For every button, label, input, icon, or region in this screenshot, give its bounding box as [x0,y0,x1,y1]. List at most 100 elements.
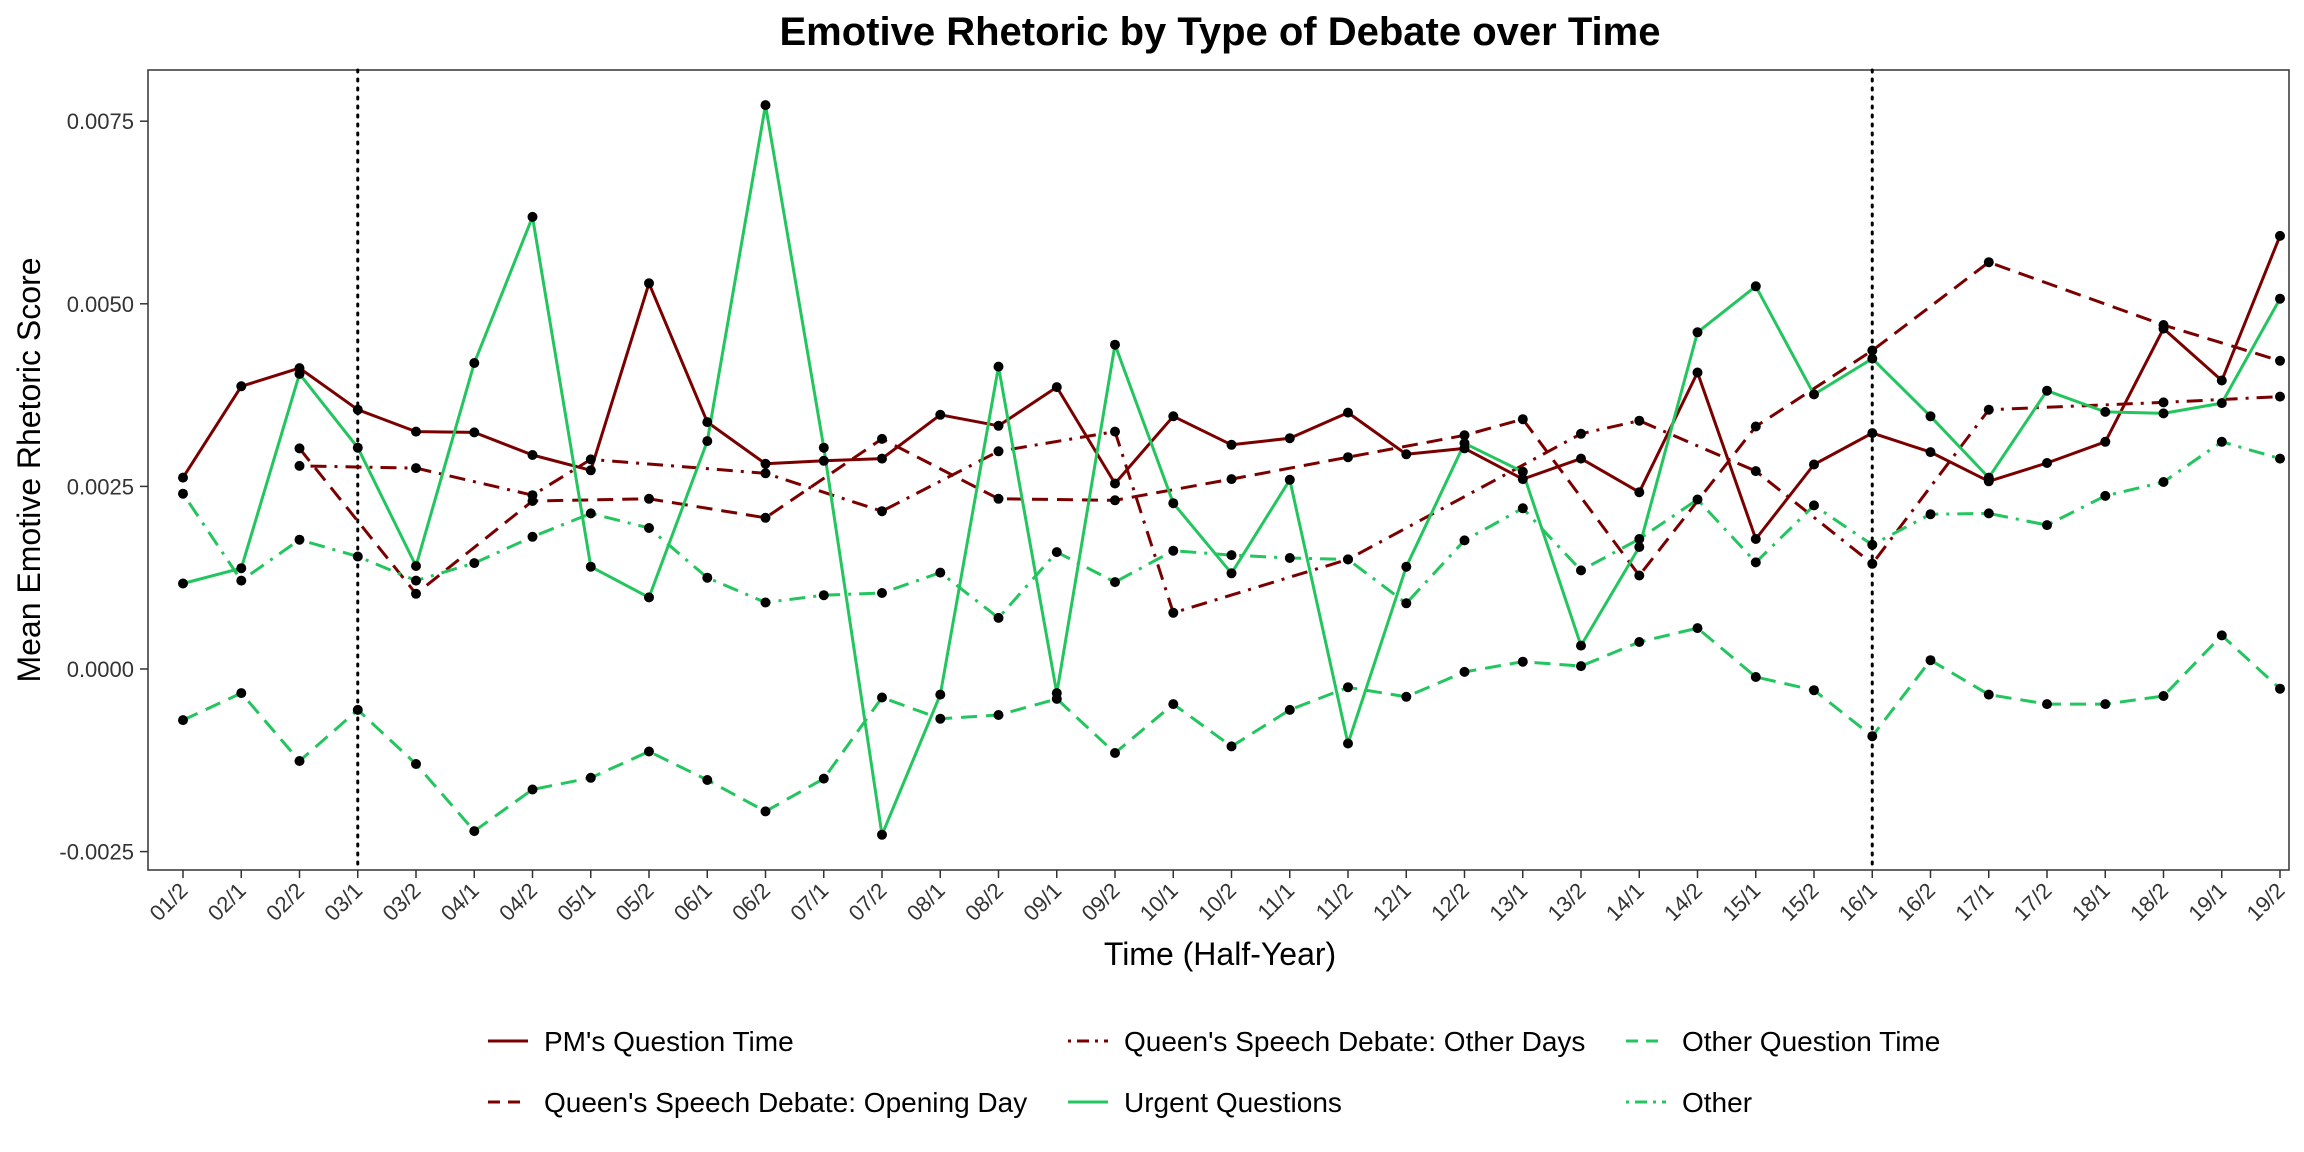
data-point [1401,449,1412,460]
x-tick-label: 16/2 [1892,878,1940,926]
data-point [1750,421,1761,432]
legend-label: Queen's Speech Debate: Other Days [1124,1026,1585,1057]
data-point [1284,433,1295,444]
x-tick-label: 14/2 [1659,878,1707,926]
data-point [1576,661,1586,672]
x-tick-label: 10/1 [1135,878,1183,926]
x-tick-label: 19/1 [2183,878,2231,926]
data-point [469,427,480,438]
data-point [1867,353,1878,364]
x-tick-label: 09/1 [1018,878,1066,926]
series-group [299,395,2281,615]
data-point [1343,682,1353,693]
data-point [644,523,654,533]
x-tick-label: 06/2 [727,878,775,926]
data-point [1983,508,1994,519]
data-point [411,575,421,586]
data-point [411,463,421,474]
data-point [294,443,305,454]
data-point [818,773,829,784]
x-tick-label: 02/1 [203,878,251,926]
data-point [2042,520,2052,531]
data-point [702,417,713,428]
data-point [1634,542,1645,552]
data-point [644,278,654,289]
data-point [818,590,829,601]
data-point [1692,623,1703,634]
data-point [178,715,188,726]
data-point [1634,415,1645,426]
data-point [1750,672,1761,682]
data-point [294,460,305,471]
data-point [585,772,596,783]
x-tick-label: 08/1 [902,878,950,926]
y-tick-label: 0.0025 [67,474,134,499]
data-point [411,561,421,571]
data-point [1343,554,1353,565]
data-point [1983,689,1994,700]
data-point [993,361,1004,372]
data-point [877,433,887,444]
data-point [1809,389,1819,400]
data-point [1226,550,1237,561]
series-points [178,230,2285,544]
chart-title: Emotive Rhetoric by Type of Debate over … [780,10,1661,54]
data-point [1168,607,1179,618]
legend-label: Urgent Questions [1124,1087,1342,1118]
data-point [1459,666,1470,677]
data-point [585,561,596,572]
data-point [2158,477,2169,487]
data-point [352,704,363,715]
data-point [1692,494,1703,505]
data-point [2100,490,2111,501]
data-point [178,472,188,483]
data-point [1168,699,1179,710]
x-tick-label: 07/1 [785,878,833,926]
x-tick-label: 15/1 [1717,878,1765,926]
series-points [178,623,2285,837]
data-point [1634,534,1645,544]
data-point [760,512,771,523]
data-point [1809,459,1819,470]
data-point [1517,503,1528,514]
data-point [1576,453,1586,464]
data-point [2275,683,2285,694]
data-point [1051,693,1062,704]
legend-item: Urgent Questions [1068,1087,1342,1118]
data-point [877,588,887,598]
data-point [294,534,305,545]
data-point [236,688,247,699]
x-tick-label: 10/2 [1193,878,1241,926]
series-points [294,257,2285,599]
x-tick-label: 09/2 [1077,878,1125,926]
x-tick-label: 15/2 [1776,878,1824,926]
data-point [877,453,887,464]
data-point [178,488,188,499]
data-point [1925,655,1936,666]
series-line [299,395,2281,615]
data-point [818,455,829,466]
x-tick-label: 18/2 [2125,878,2173,926]
data-point [1750,281,1761,292]
data-point [2042,458,2052,468]
data-point [1925,447,1936,458]
x-tick-label: 17/1 [1950,878,1998,926]
series-group [182,626,2282,833]
data-point [1517,656,1528,667]
data-point [2100,699,2111,710]
x-tick-label: 14/1 [1601,878,1649,926]
data-point [2275,293,2285,304]
data-point [2158,397,2169,408]
data-point [469,826,480,837]
data-point [2158,320,2169,330]
data-point [2275,355,2285,366]
data-point [2216,398,2227,409]
data-point [935,713,946,724]
legend-label: Other Question Time [1682,1026,1940,1057]
data-point [585,465,596,476]
y-axis: -0.0025 0.0000 0.0025 0.0050 0.0075 [59,109,148,865]
data-point [877,506,887,517]
data-point [585,454,596,465]
y-axis-title: Mean Emotive Rhetoric Score [11,257,47,682]
